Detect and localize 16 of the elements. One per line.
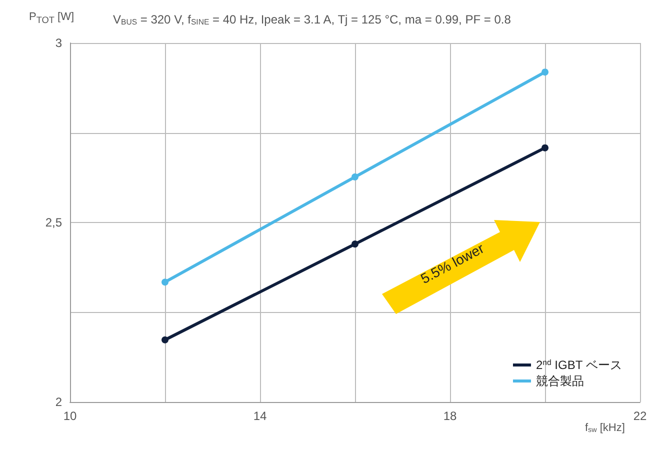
point [542, 68, 548, 76]
x-tick-label: 14 [253, 409, 267, 423]
point [352, 240, 358, 248]
point [162, 278, 168, 286]
y-axis-title: P$_{TOT}$ [W] [29, 10, 74, 28]
x-tick-label: 22 [633, 409, 647, 423]
point [542, 144, 548, 152]
y-tick-label: 2,5 [45, 216, 62, 230]
x-tick-label: 18 [443, 409, 457, 423]
point [162, 336, 168, 344]
legend-label: 競合製品 [536, 374, 584, 388]
point [352, 173, 358, 180]
annotation: 5.5% lower [418, 240, 487, 287]
y-tick-label: 2 [55, 395, 62, 409]
x-tick-label: 10 [63, 409, 77, 423]
y-tick-label: 3 [55, 36, 62, 50]
